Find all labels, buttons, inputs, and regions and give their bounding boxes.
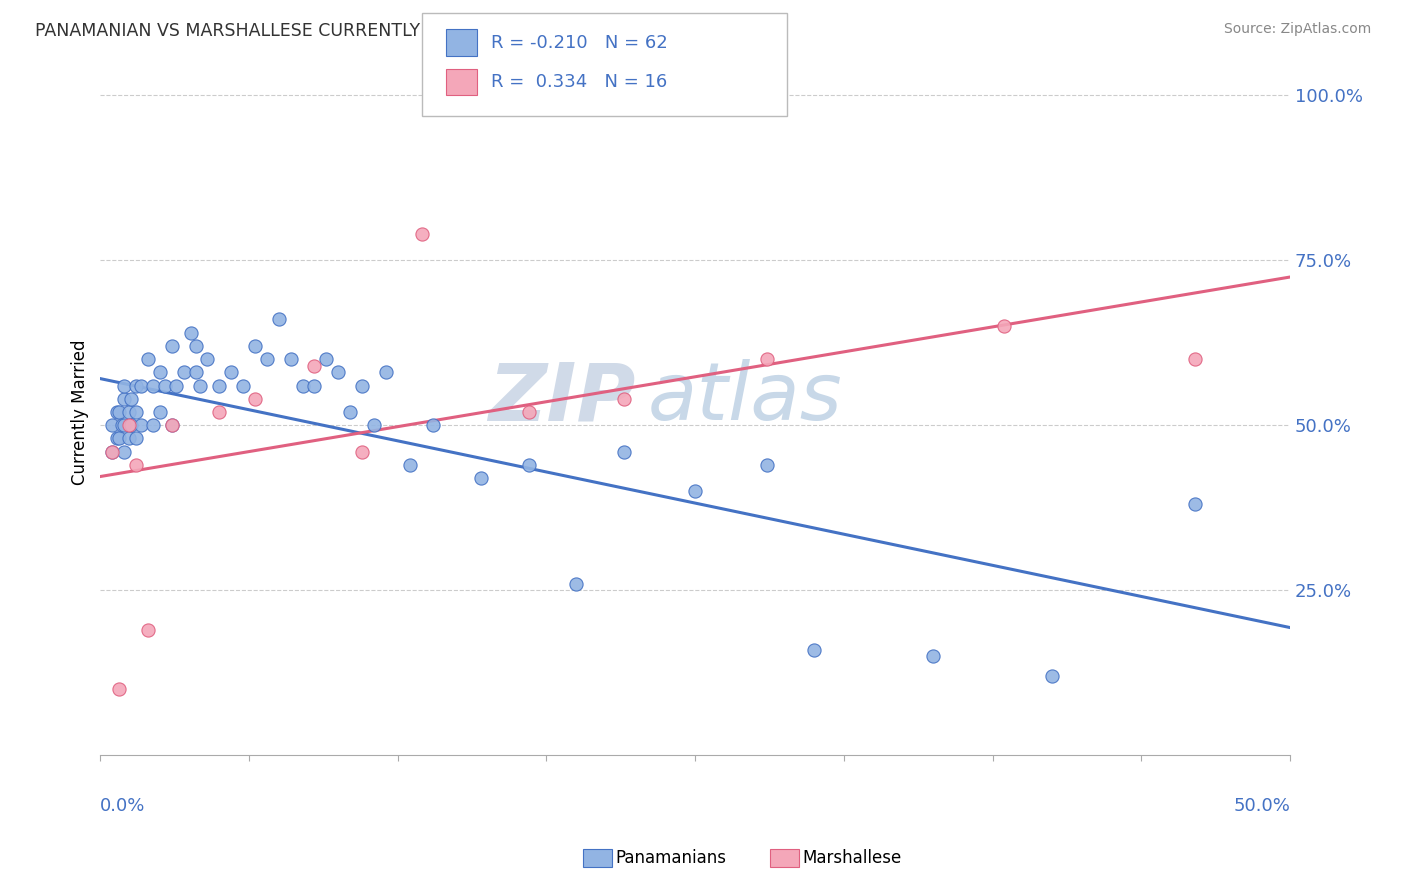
Point <box>219 365 242 379</box>
Point <box>188 378 211 392</box>
Point <box>118 418 141 433</box>
Point <box>613 444 636 458</box>
Point <box>136 352 159 367</box>
Text: atlas: atlas <box>648 359 842 437</box>
Point <box>108 682 131 697</box>
Point <box>101 444 124 458</box>
Point <box>374 365 396 379</box>
Point <box>363 418 385 433</box>
Point <box>280 352 302 367</box>
Point <box>118 431 141 445</box>
Point <box>125 405 148 419</box>
Point <box>125 431 148 445</box>
Point <box>136 623 159 637</box>
Point <box>352 444 374 458</box>
Point <box>118 405 141 419</box>
Point <box>208 378 231 392</box>
Text: 50.0%: 50.0% <box>1233 797 1291 814</box>
Point <box>1184 352 1206 367</box>
Point <box>108 431 131 445</box>
Text: R = -0.210   N = 62: R = -0.210 N = 62 <box>491 34 668 52</box>
Point <box>184 339 207 353</box>
Point <box>470 471 492 485</box>
Text: PANAMANIAN VS MARSHALLESE CURRENTLY MARRIED CORRELATION CHART: PANAMANIAN VS MARSHALLESE CURRENTLY MARR… <box>35 22 700 40</box>
Point <box>108 405 131 419</box>
Point <box>197 352 219 367</box>
Text: Source: ZipAtlas.com: Source: ZipAtlas.com <box>1223 22 1371 37</box>
Point <box>129 378 152 392</box>
Point <box>180 326 202 340</box>
Point <box>120 418 142 433</box>
Point <box>166 378 188 392</box>
Point <box>291 378 314 392</box>
Point <box>149 405 172 419</box>
Point <box>112 444 135 458</box>
Point <box>125 378 148 392</box>
Point <box>111 418 134 433</box>
Text: ZIP: ZIP <box>488 359 636 437</box>
Point <box>184 365 207 379</box>
Point <box>173 365 195 379</box>
Point <box>922 649 945 664</box>
Point <box>120 392 142 406</box>
Point <box>256 352 278 367</box>
Point <box>142 378 165 392</box>
Point <box>339 405 361 419</box>
Point <box>243 339 266 353</box>
Point <box>315 352 337 367</box>
Point <box>613 392 636 406</box>
Point <box>129 418 152 433</box>
Point <box>1184 497 1206 511</box>
Point <box>993 319 1015 334</box>
Point <box>755 352 778 367</box>
Point <box>422 418 444 433</box>
Point <box>101 444 124 458</box>
Point <box>243 392 266 406</box>
Point <box>112 392 135 406</box>
Point <box>352 378 374 392</box>
Text: 0.0%: 0.0% <box>100 797 146 814</box>
Point <box>208 405 231 419</box>
Point <box>160 339 183 353</box>
Y-axis label: Currently Married: Currently Married <box>72 339 89 484</box>
Point <box>803 642 825 657</box>
Point <box>398 458 420 472</box>
Text: R =  0.334   N = 16: R = 0.334 N = 16 <box>491 73 666 91</box>
Point <box>112 378 135 392</box>
Point <box>105 405 128 419</box>
Point <box>328 365 350 379</box>
Point <box>411 227 433 241</box>
Point <box>101 418 124 433</box>
Point <box>1040 669 1063 683</box>
Point <box>517 458 540 472</box>
Point <box>232 378 254 392</box>
Point <box>160 418 183 433</box>
Point <box>517 405 540 419</box>
Point <box>142 418 165 433</box>
Point <box>153 378 176 392</box>
Point <box>267 312 290 326</box>
Point <box>755 458 778 472</box>
Point <box>565 576 588 591</box>
Point <box>683 484 706 499</box>
Point <box>160 418 183 433</box>
Point <box>112 418 135 433</box>
Point <box>304 359 326 373</box>
Point <box>304 378 326 392</box>
Text: Panamanians: Panamanians <box>616 849 727 867</box>
Point <box>105 431 128 445</box>
Point <box>149 365 172 379</box>
Point <box>125 458 148 472</box>
Text: Marshallese: Marshallese <box>803 849 903 867</box>
